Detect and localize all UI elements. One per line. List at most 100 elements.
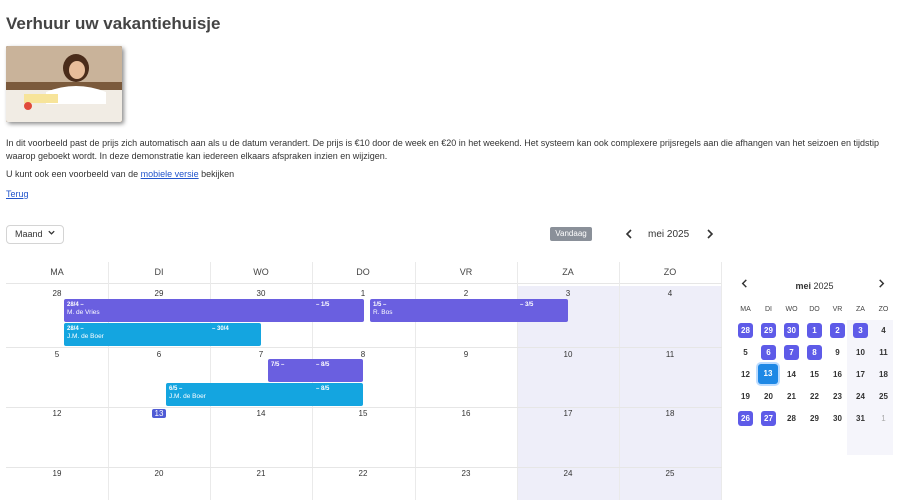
vacation-photo — [6, 46, 122, 122]
day-cell[interactable]: 23 — [461, 469, 471, 478]
mini-day[interactable]: 20 — [764, 392, 773, 401]
grid-line — [517, 262, 518, 500]
mini-next-icon[interactable] — [877, 278, 886, 292]
mini-day[interactable]: 29 — [810, 414, 819, 423]
day-cell[interactable]: 28 — [52, 289, 62, 298]
day-cell[interactable]: 11 — [665, 350, 675, 359]
day-cell[interactable]: 2 — [463, 289, 469, 298]
day-cell[interactable]: 24 — [563, 469, 573, 478]
booking-end-date: – 8/5 — [316, 386, 330, 392]
booking-event[interactable]: 6/5 – J.M. de Boer – 8/5 — [166, 383, 363, 406]
day-cell[interactable]: 9 — [463, 350, 469, 359]
chevron-right-icon[interactable] — [705, 228, 715, 242]
day-cell[interactable]: 6 — [156, 350, 162, 359]
back-link[interactable]: Terug — [6, 189, 29, 199]
mini-day[interactable]: 31 — [856, 414, 865, 423]
day-cell[interactable]: 15 — [358, 409, 368, 418]
mini-calendar-title: mei 2025 — [732, 281, 897, 291]
day-cell[interactable]: 10 — [563, 350, 573, 359]
booking-guest: J.M. de Boer — [67, 333, 104, 340]
mini-day[interactable]: 14 — [787, 370, 796, 379]
mini-day[interactable]: 24 — [856, 392, 865, 401]
day-cell[interactable]: 5 — [54, 350, 60, 359]
mini-day[interactable]: 30 — [833, 414, 842, 423]
mini-day[interactable]: 16 — [833, 370, 842, 379]
day-cell[interactable]: 21 — [256, 469, 266, 478]
mini-day[interactable]: 19 — [741, 392, 750, 401]
weekday-label: DI — [154, 267, 164, 277]
booking-dates: 28/4 – — [67, 326, 84, 332]
mini-day[interactable]: 23 — [833, 392, 842, 401]
back-text: Terug — [6, 188, 29, 201]
day-cell[interactable]: 7 — [258, 350, 264, 359]
mini-year: 2025 — [813, 281, 834, 291]
mini-day[interactable]: 27 — [761, 411, 776, 426]
mini-day[interactable]: 22 — [810, 392, 819, 401]
day-cell[interactable]: 14 — [256, 409, 266, 418]
grid-line — [6, 347, 722, 348]
day-cell[interactable]: 4 — [667, 289, 673, 298]
mini-weekday-label: DO — [809, 306, 820, 313]
chevron-left-icon[interactable] — [624, 228, 634, 242]
booking-event[interactable]: 1/5 – R. Bos – 3/5 — [370, 299, 568, 322]
month-grid: MA DI WO DO VR ZA ZO 28 29 30 1 2 3 4 5 … — [6, 262, 722, 500]
mini-day[interactable]: 18 — [879, 370, 888, 379]
booking-event[interactable]: 7/5 – – 8/5 — [268, 359, 363, 382]
booking-event[interactable]: 28/4 – J.M. de Boer – 30/4 — [64, 323, 261, 346]
mini-day[interactable]: 5 — [743, 348, 748, 357]
view-select[interactable]: Maand — [6, 225, 64, 244]
grid-line — [210, 262, 211, 500]
day-cell[interactable]: 17 — [563, 409, 573, 418]
day-cell[interactable]: 1 — [360, 289, 366, 298]
weekday-header: MA DI WO DO VR ZA ZO — [6, 262, 722, 284]
mini-day[interactable]: 11 — [879, 348, 888, 357]
day-cell[interactable]: 3 — [565, 289, 571, 298]
page-title: Verhuur uw vakantiehuisje — [6, 14, 221, 33]
mini-day[interactable]: 17 — [856, 370, 865, 379]
booking-dates: 6/5 – — [169, 386, 183, 392]
mini-day[interactable]: 10 — [856, 348, 865, 357]
mobile-version-link[interactable]: mobiele versie — [140, 169, 199, 179]
mini-day[interactable]: 4 — [881, 326, 886, 335]
mini-day[interactable]: 1 — [881, 414, 886, 423]
mini-day[interactable]: 6 — [761, 345, 776, 360]
booking-event[interactable]: 28/4 – M. de Vries – 1/5 — [64, 299, 364, 322]
mini-day[interactable]: 8 — [807, 345, 822, 360]
mini-day[interactable]: 1 — [807, 323, 822, 338]
mini-weekday-label: MA — [740, 306, 751, 313]
mini-day[interactable]: 26 — [738, 411, 753, 426]
day-cell[interactable]: 29 — [154, 289, 164, 298]
day-cell[interactable]: 12 — [52, 409, 62, 418]
grid-line — [6, 467, 722, 468]
grid-line — [619, 262, 620, 500]
day-cell[interactable]: 18 — [665, 409, 675, 418]
mini-day[interactable]: 2 — [830, 323, 845, 338]
mini-day[interactable]: 7 — [784, 345, 799, 360]
day-cell[interactable]: 16 — [461, 409, 471, 418]
day-cell[interactable]: 25 — [665, 469, 675, 478]
mini-day[interactable]: 25 — [879, 392, 888, 401]
day-cell-today[interactable]: 13 — [108, 409, 210, 418]
mini-weekday-label: ZA — [856, 306, 865, 313]
mini-prev-icon[interactable] — [740, 278, 749, 292]
mini-day[interactable]: 30 — [784, 323, 799, 338]
period-label: mei 2025 — [648, 229, 690, 240]
day-cell[interactable]: 20 — [154, 469, 164, 478]
weekday-label: ZA — [562, 267, 574, 277]
mini-day[interactable]: 21 — [787, 392, 796, 401]
mini-day-selected[interactable]: 13 — [758, 364, 778, 384]
day-cell[interactable]: 22 — [358, 469, 368, 478]
mini-day[interactable]: 12 — [741, 370, 750, 379]
day-cell[interactable]: 8 — [360, 350, 366, 359]
mini-day[interactable]: 15 — [810, 370, 819, 379]
mini-day[interactable]: 28 — [787, 414, 796, 423]
today-button[interactable]: Vandaag — [550, 227, 592, 241]
mini-day[interactable]: 3 — [853, 323, 868, 338]
booking-dates: 7/5 – — [271, 362, 285, 368]
mini-weekend-background — [847, 320, 893, 455]
day-cell[interactable]: 30 — [256, 289, 266, 298]
day-cell[interactable]: 19 — [52, 469, 62, 478]
mini-day[interactable]: 9 — [835, 348, 840, 357]
mini-day[interactable]: 29 — [761, 323, 776, 338]
mini-day[interactable]: 28 — [738, 323, 753, 338]
